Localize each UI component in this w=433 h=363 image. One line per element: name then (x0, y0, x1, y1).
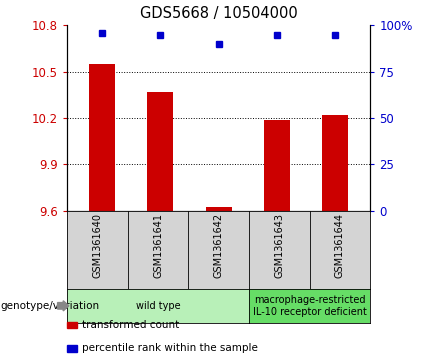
Bar (89, 64, 115, 211)
Text: wild type: wild type (136, 301, 181, 311)
Text: GSM1361644: GSM1361644 (335, 213, 345, 278)
Text: GSM1361642: GSM1361642 (213, 213, 224, 278)
Bar (322, 115, 349, 211)
Text: percentile rank within the sample: percentile rank within the sample (82, 343, 258, 354)
Text: genotype/variation: genotype/variation (0, 301, 99, 311)
Text: macrophage-restricted
IL-10 receptor deficient: macrophage-restricted IL-10 receptor def… (253, 295, 366, 317)
Bar (264, 119, 290, 211)
Text: GSM1361641: GSM1361641 (153, 213, 163, 278)
Text: GSM1361640: GSM1361640 (92, 213, 103, 278)
Text: GSM1361643: GSM1361643 (274, 213, 284, 278)
Bar (147, 92, 174, 211)
Title: GDS5668 / 10504000: GDS5668 / 10504000 (140, 7, 297, 21)
Bar (206, 207, 232, 211)
Text: transformed count: transformed count (82, 320, 179, 330)
